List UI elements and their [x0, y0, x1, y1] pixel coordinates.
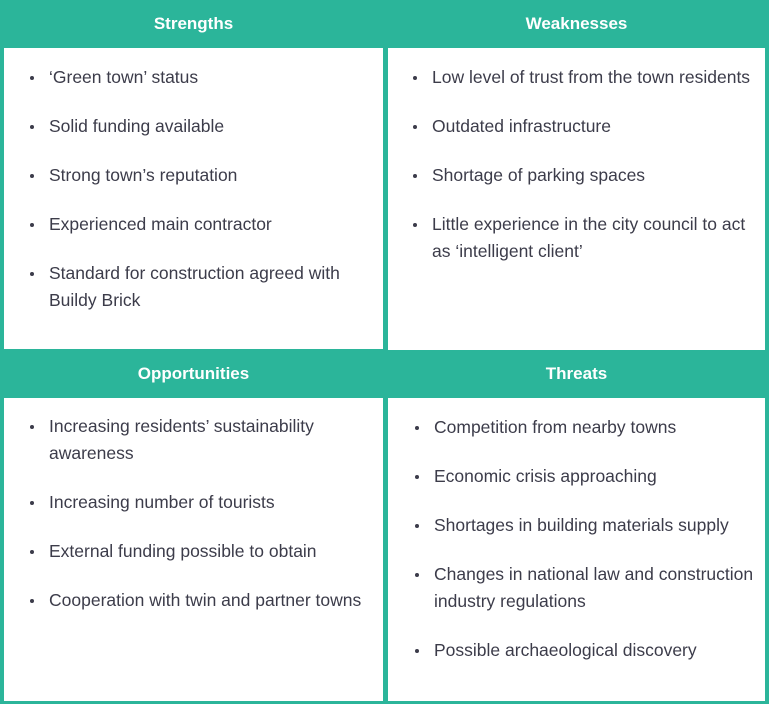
list-item: Increasing residents’ sustainability awa… — [30, 413, 377, 467]
strengths-title: Strengths — [153, 14, 234, 33]
list-item: Cooperation with twin and partner towns — [30, 587, 377, 614]
list-item: Standard for construction agreed with Bu… — [30, 260, 373, 314]
opportunities-panel: Increasing residents’ sustainability awa… — [4, 398, 383, 701]
opportunities-title: Opportunities — [137, 364, 250, 383]
bullet-icon — [30, 174, 34, 178]
bullet-icon — [30, 272, 34, 276]
list-item: Possible archaeological discovery — [415, 637, 759, 664]
list-item: Low level of trust from the town residen… — [413, 64, 755, 91]
threats-title: Threats — [545, 364, 608, 383]
weaknesses-title: Weaknesses — [525, 14, 628, 33]
bullet-icon — [415, 524, 419, 528]
bullet-icon — [413, 223, 417, 227]
opportunities-list: Increasing residents’ sustainability awa… — [30, 413, 377, 636]
bullet-icon — [30, 599, 34, 603]
list-item: Competition from nearby towns — [415, 414, 759, 441]
weaknesses-quadrant: Weaknesses Low level of trust from the t… — [388, 0, 765, 350]
bullet-icon — [30, 550, 34, 554]
bullet-icon — [415, 649, 419, 653]
bullet-icon — [413, 174, 417, 178]
bullet-icon — [415, 573, 419, 577]
weaknesses-list: Low level of trust from the town residen… — [413, 64, 755, 287]
bullet-icon — [415, 426, 419, 430]
list-item: Solid funding available — [30, 113, 373, 140]
opportunities-quadrant: Opportunities Increasing residents’ sust… — [4, 349, 383, 701]
list-item: Little experience in the city council to… — [413, 211, 755, 265]
bullet-icon — [30, 223, 34, 227]
list-item: Shortages in building materials supply — [415, 512, 759, 539]
list-item: Strong town’s reputation — [30, 162, 373, 189]
bullet-icon — [30, 76, 34, 80]
threats-panel: Competition from nearby towns Economic c… — [388, 398, 765, 701]
bullet-icon — [30, 425, 34, 429]
threats-list: Competition from nearby towns Economic c… — [415, 414, 759, 686]
bullet-icon — [30, 125, 34, 129]
weaknesses-panel: Low level of trust from the town residen… — [388, 48, 765, 350]
strengths-list: ‘Green town’ status Solid funding availa… — [30, 64, 373, 336]
bullet-icon — [30, 501, 34, 505]
list-item: ‘Green town’ status — [30, 64, 373, 91]
bullet-icon — [413, 125, 417, 129]
bullet-icon — [413, 76, 417, 80]
list-item: Economic crisis approaching — [415, 463, 759, 490]
list-item: External funding possible to obtain — [30, 538, 377, 565]
list-item: Shortage of parking spaces — [413, 162, 755, 189]
list-item: Increasing number of tourists — [30, 489, 377, 516]
list-item: Outdated infrastructure — [413, 113, 755, 140]
list-item: Changes in national law and construction… — [415, 561, 759, 615]
threats-quadrant: Threats Competition from nearby towns Ec… — [388, 350, 765, 701]
list-item: Experienced main contractor — [30, 211, 373, 238]
strengths-panel: ‘Green town’ status Solid funding availa… — [4, 48, 383, 349]
bullet-icon — [415, 475, 419, 479]
strengths-quadrant: Strengths ‘Green town’ status Solid fund… — [4, 0, 383, 349]
